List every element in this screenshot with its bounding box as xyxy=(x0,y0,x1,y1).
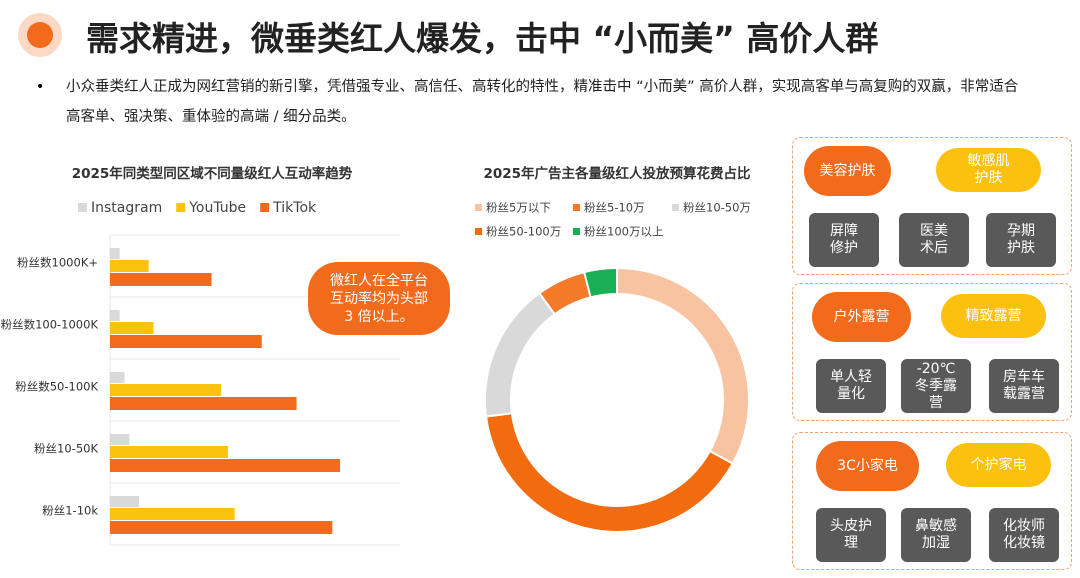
tag-group: 美容护肤 敏感肌 护肤屏障 修护 医美 术后 孕期 护肤 xyxy=(792,137,1072,275)
bar xyxy=(110,273,212,286)
bar xyxy=(110,260,149,272)
bar xyxy=(110,384,222,396)
donut-slice xyxy=(582,266,618,299)
legend-label: 粉丝10-50万 xyxy=(683,201,751,215)
bar xyxy=(110,496,139,507)
detail-tag: 化妆师 化妆镜 xyxy=(989,508,1059,562)
detail-tag: 房车车 载露营 xyxy=(989,359,1059,413)
secondary-pill: 精致露营 xyxy=(941,294,1046,338)
title-icon xyxy=(27,22,53,48)
secondary-pill: 敏感肌 护肤 xyxy=(936,148,1041,192)
callout: 微红人在全平台 互动率均为头部 3 倍以上。 xyxy=(308,262,450,335)
detail-tag: 医美 术后 xyxy=(899,213,969,267)
detail-tag: -20℃ 冬季露 营 xyxy=(901,359,971,413)
y-tick-label: 粉丝数50-100K xyxy=(15,380,98,394)
bar xyxy=(110,397,297,410)
primary-pill: 3C小家电 xyxy=(816,441,919,491)
bar xyxy=(110,335,262,348)
legend-swatch xyxy=(475,228,482,235)
donut-slice xyxy=(484,412,735,533)
detail-tag: 孕期 护肤 xyxy=(986,213,1056,267)
bar xyxy=(110,521,333,534)
bar xyxy=(110,508,235,520)
page-title: 需求精进，微垂类红人爆发，击中 “小而美” 高价人群 xyxy=(86,19,879,58)
y-tick-label: 粉丝1-10k xyxy=(42,504,98,518)
bar xyxy=(110,372,125,383)
bar xyxy=(110,248,120,259)
bullet-dot: • xyxy=(36,79,45,95)
legend-swatch xyxy=(573,228,580,235)
tag-group: 户外露营 精致露营单人轻 量化 -20℃ 冬季露 营房车车 载露营 xyxy=(792,283,1072,421)
legend-swatch xyxy=(176,203,186,212)
pie-chart-title: 2025年广告主各量级红人投放预算花费占比 xyxy=(483,165,750,182)
tag-group: 3C小家电 个护家电头皮护 理鼻敏感 加湿 化妆师 化妆镜 xyxy=(792,432,1072,570)
legend-swatch xyxy=(475,204,482,211)
legend-swatch xyxy=(78,203,87,212)
detail-tag: 鼻敏感 加湿 xyxy=(901,508,971,562)
donut-slice xyxy=(484,291,557,418)
secondary-pill: 个护家电 xyxy=(946,443,1051,487)
legend-label: 粉丝100万以上 xyxy=(584,225,663,239)
detail-tag: 单人轻 量化 xyxy=(816,359,886,413)
bar-chart-title: 2025年同类型同区域不同量级红人互动率趋势 xyxy=(72,165,353,182)
bar xyxy=(110,446,228,458)
legend-label: TikTok xyxy=(272,200,317,216)
bullet-text: 小众垂类红人正成为网红营销的新引擎，凭借强专业、高信任、高转化的特性，精准击中 … xyxy=(66,79,1019,125)
primary-pill: 户外露营 xyxy=(812,292,911,342)
bar xyxy=(110,310,120,321)
detail-tag: 屏障 修护 xyxy=(809,213,879,267)
y-tick-label: 粉丝10-50K xyxy=(34,442,98,456)
legend-swatch xyxy=(260,203,270,212)
legend-label: YouTube xyxy=(188,200,246,216)
legend-label: 粉丝50-100万 xyxy=(486,225,561,239)
bar xyxy=(110,322,154,334)
y-tick-label: 粉丝数100-1000K xyxy=(1,318,99,332)
legend-label: Instagram xyxy=(91,200,162,216)
detail-tag: 头皮护 理 xyxy=(816,508,886,562)
legend-label: 粉丝5-10万 xyxy=(584,201,645,215)
legend-swatch xyxy=(573,204,580,211)
legend-swatch xyxy=(672,204,679,211)
donut-slice xyxy=(616,266,750,465)
y-tick-label: 粉丝数1000K+ xyxy=(17,256,98,270)
legend-label: 粉丝5万以下 xyxy=(486,201,551,215)
primary-pill: 美容护肤 xyxy=(804,146,891,196)
bar xyxy=(110,434,130,445)
bar xyxy=(110,459,341,472)
